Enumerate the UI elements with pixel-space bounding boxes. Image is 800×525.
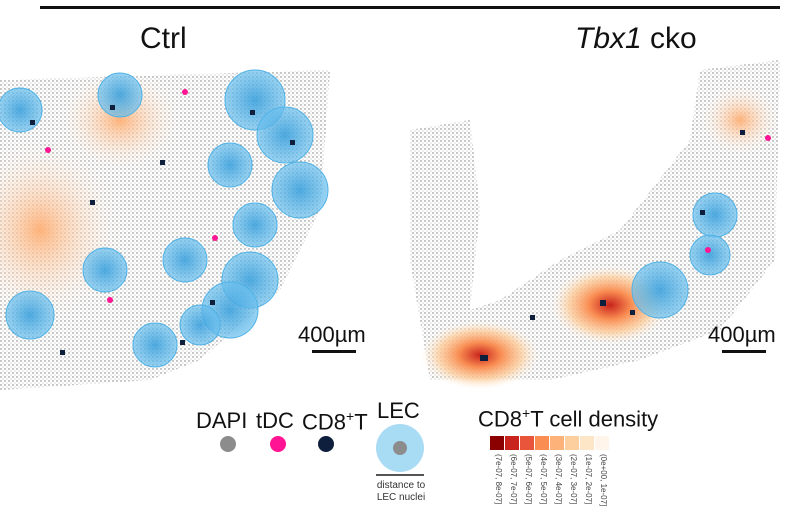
legend-cd8-label: CD8+T [302,408,368,435]
density-swatch [595,436,609,450]
cko-gene: Tbx1 [575,22,642,55]
lec-note-line2: LEC nuclei [376,492,426,503]
density-title-sup: + [522,405,531,421]
density-title-pre: CD8 [478,406,523,432]
lec-circle-icon [376,424,424,472]
ctrl-scale-label: 400µm [298,322,366,347]
cd8-dot-icon [318,436,334,452]
dapi-dot-icon [220,436,236,452]
scale-bar-line [722,350,766,353]
density-swatch [520,436,534,450]
density-bin-label: (2e-07, 3e-07] [569,454,578,505]
scale-bar-line [312,350,356,353]
cko-title: Tbx1 cko [575,22,697,56]
cko-tissue [410,60,780,390]
density-bin-label: (1e-07, 2e-07] [584,454,593,505]
cko-suffix: cko [641,22,697,55]
density-swatch [505,436,519,450]
legend-dapi-label: DAPI [196,408,248,433]
legend-tdc-label: tDC [256,408,294,433]
lec-note: distance to LEC nuclei [366,480,436,504]
cd8-t: T [354,409,368,435]
cko-scale-bar: 400µm [708,322,776,353]
density-bin-label: (0e+00, 1e-07] [599,454,608,507]
density-swatch [550,436,564,450]
ctrl-tissue [0,69,330,390]
spatial-plots [0,60,780,390]
density-bin-label: (3e-07, 4e-07] [554,454,563,505]
density-swatch [535,436,549,450]
density-title-post: T cell density [530,406,659,432]
distance-bracket [376,474,424,476]
density-bin-label: (7e-07, 8e-07] [494,454,503,505]
tdc-dot-icon [270,436,286,452]
legend-lec-label: LEC [377,398,420,423]
density-swatch [490,436,504,450]
cd8-text: CD8 [302,409,347,435]
density-bin-label: (4e-07, 5e-07] [539,454,548,505]
density-swatch [580,436,594,450]
ctrl-title: Ctrl [140,22,187,55]
cd8-sup: + [346,408,355,424]
ctrl-scale-bar: 400µm [298,322,366,353]
density-title: CD8+T cell density [478,405,658,432]
density-swatch [565,436,579,450]
lec-note-line1: distance to [376,480,426,491]
density-bin-label: (5e-07, 6e-07] [524,454,533,505]
header-rule [40,6,780,9]
cko-scale-label: 400µm [708,322,776,347]
density-bin-label: (6e-07, 7e-07] [509,454,518,505]
